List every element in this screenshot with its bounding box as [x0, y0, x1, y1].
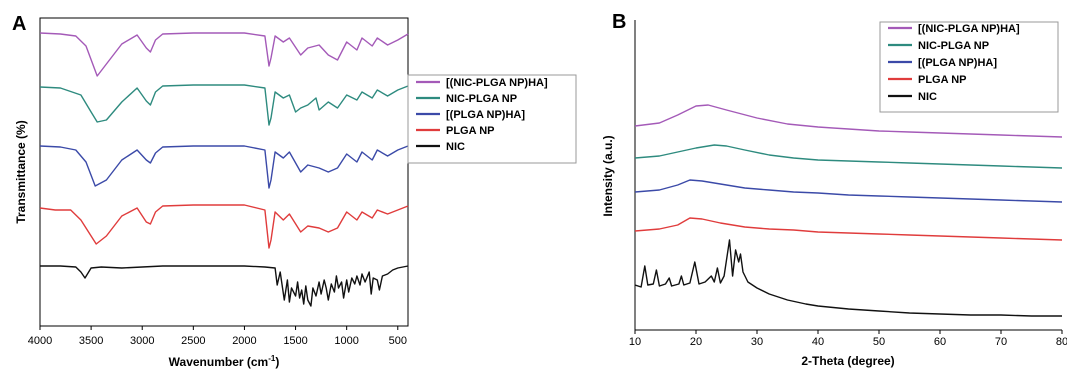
panel-a-legend-label-nic-plga-np: NIC-PLGA NP	[446, 93, 517, 105]
panel-a-tick-label-1500: 1500	[283, 335, 307, 347]
panel-b-tick-label-10: 10	[629, 336, 641, 348]
panel-b-tick-label-50: 50	[873, 336, 885, 348]
panel-b-legend-label-nic: NIC	[918, 91, 937, 103]
panel-b: B 10 20 30 40 50 60 70 80 2-Theta (degree) Inte…	[601, 11, 1067, 368]
panel-b-series-nic-plga-np	[634, 144, 1063, 169]
panel-b-tick-label-30: 30	[751, 336, 763, 348]
panel-b-series-nic	[634, 239, 1062, 317]
panel-b-x-axis-label: 2-Theta (degree)	[801, 354, 894, 368]
panel-b-legend-label-nic-plga-np: NIC-PLGA NP	[918, 40, 989, 52]
panel-a-legend-label-plga-np: PLGA NP	[446, 125, 495, 137]
panel-b-tick-label-60: 60	[934, 336, 946, 348]
panel-b-letter: B	[612, 11, 626, 33]
panel-b-legend-label-plga-np-ha: [(PLGA NP)HA]	[918, 57, 997, 69]
panel-a-tick-label-2500: 2500	[181, 335, 205, 347]
panel-a-tick-label-3500: 3500	[79, 335, 103, 347]
panel-a-series-nic	[40, 265, 409, 307]
panel-a-legend-label-nic: NIC	[446, 141, 465, 153]
panel-a-tick-label-500: 500	[389, 335, 407, 347]
panel-a-x-axis-label: Wavenumber (cm-1)	[169, 354, 280, 369]
panel-a-series-plga-np-ha	[39, 145, 409, 189]
panel-b-series-nic-plga-np-ha	[634, 104, 1063, 138]
panel-a-tick-label-2000: 2000	[232, 335, 256, 347]
panel-a-tick-label-4000: 4000	[28, 335, 52, 347]
panel-a-legend: [(NIC-PLGA NP)HA] NIC-PLGA NP [(PLGA NP)HA…	[407, 74, 577, 164]
panel-a-letter: A	[12, 13, 26, 35]
panel-b-tick-label-70: 70	[995, 336, 1007, 348]
panel-a-tick-label-3000: 3000	[130, 335, 154, 347]
panel-b-legend: [(NIC-PLGA NP)HA] NIC-PLGA NP [(PLGA NP)HA…	[879, 21, 1059, 113]
panel-a-series-group	[39, 32, 409, 307]
panel-a-series-nic-plga-np-ha	[39, 32, 409, 77]
panel-b-y-axis-label: Intensity (a.u.)	[601, 135, 615, 216]
panel-b-series-plga-np-ha	[634, 179, 1063, 203]
panel-a-tick-label-1000: 1000	[334, 335, 358, 347]
panel-a-legend-box	[407, 74, 577, 164]
panel-b-legend-label-nic-plga-np-ha: [(NIC-PLGA NP)HA]	[918, 23, 1020, 35]
panel-a: A 4000 3500 3000 2500 2000 1500 1000 500 Wavenu…	[12, 13, 577, 369]
panel-a-y-axis-label: Transmittance (%)	[14, 120, 28, 223]
panel-b-legend-label-plga-np: PLGA NP	[918, 74, 967, 86]
panel-b-series-group	[634, 104, 1063, 317]
panel-b-series-plga-np	[634, 217, 1063, 241]
panel-a-series-nic-plga-np	[39, 84, 409, 126]
panel-b-tick-label-40: 40	[812, 336, 824, 348]
panel-a-legend-label-plga-np-ha: [(PLGA NP)HA]	[446, 109, 525, 121]
panel-a-legend-label-nic-plga-np-ha: [(NIC-PLGA NP)HA]	[446, 77, 548, 89]
panel-b-x-ticks: 10 20 30 40 50 60 70 80	[629, 330, 1067, 348]
panel-a-plot-frame	[39, 17, 409, 327]
panel-a-series-plga-np	[39, 204, 409, 249]
panel-b-tick-label-20: 20	[690, 336, 702, 348]
panel-b-tick-label-80: 80	[1056, 336, 1067, 348]
panel-a-x-ticks: 4000 3500 3000 2500 2000 1500 1000 500	[28, 326, 407, 347]
